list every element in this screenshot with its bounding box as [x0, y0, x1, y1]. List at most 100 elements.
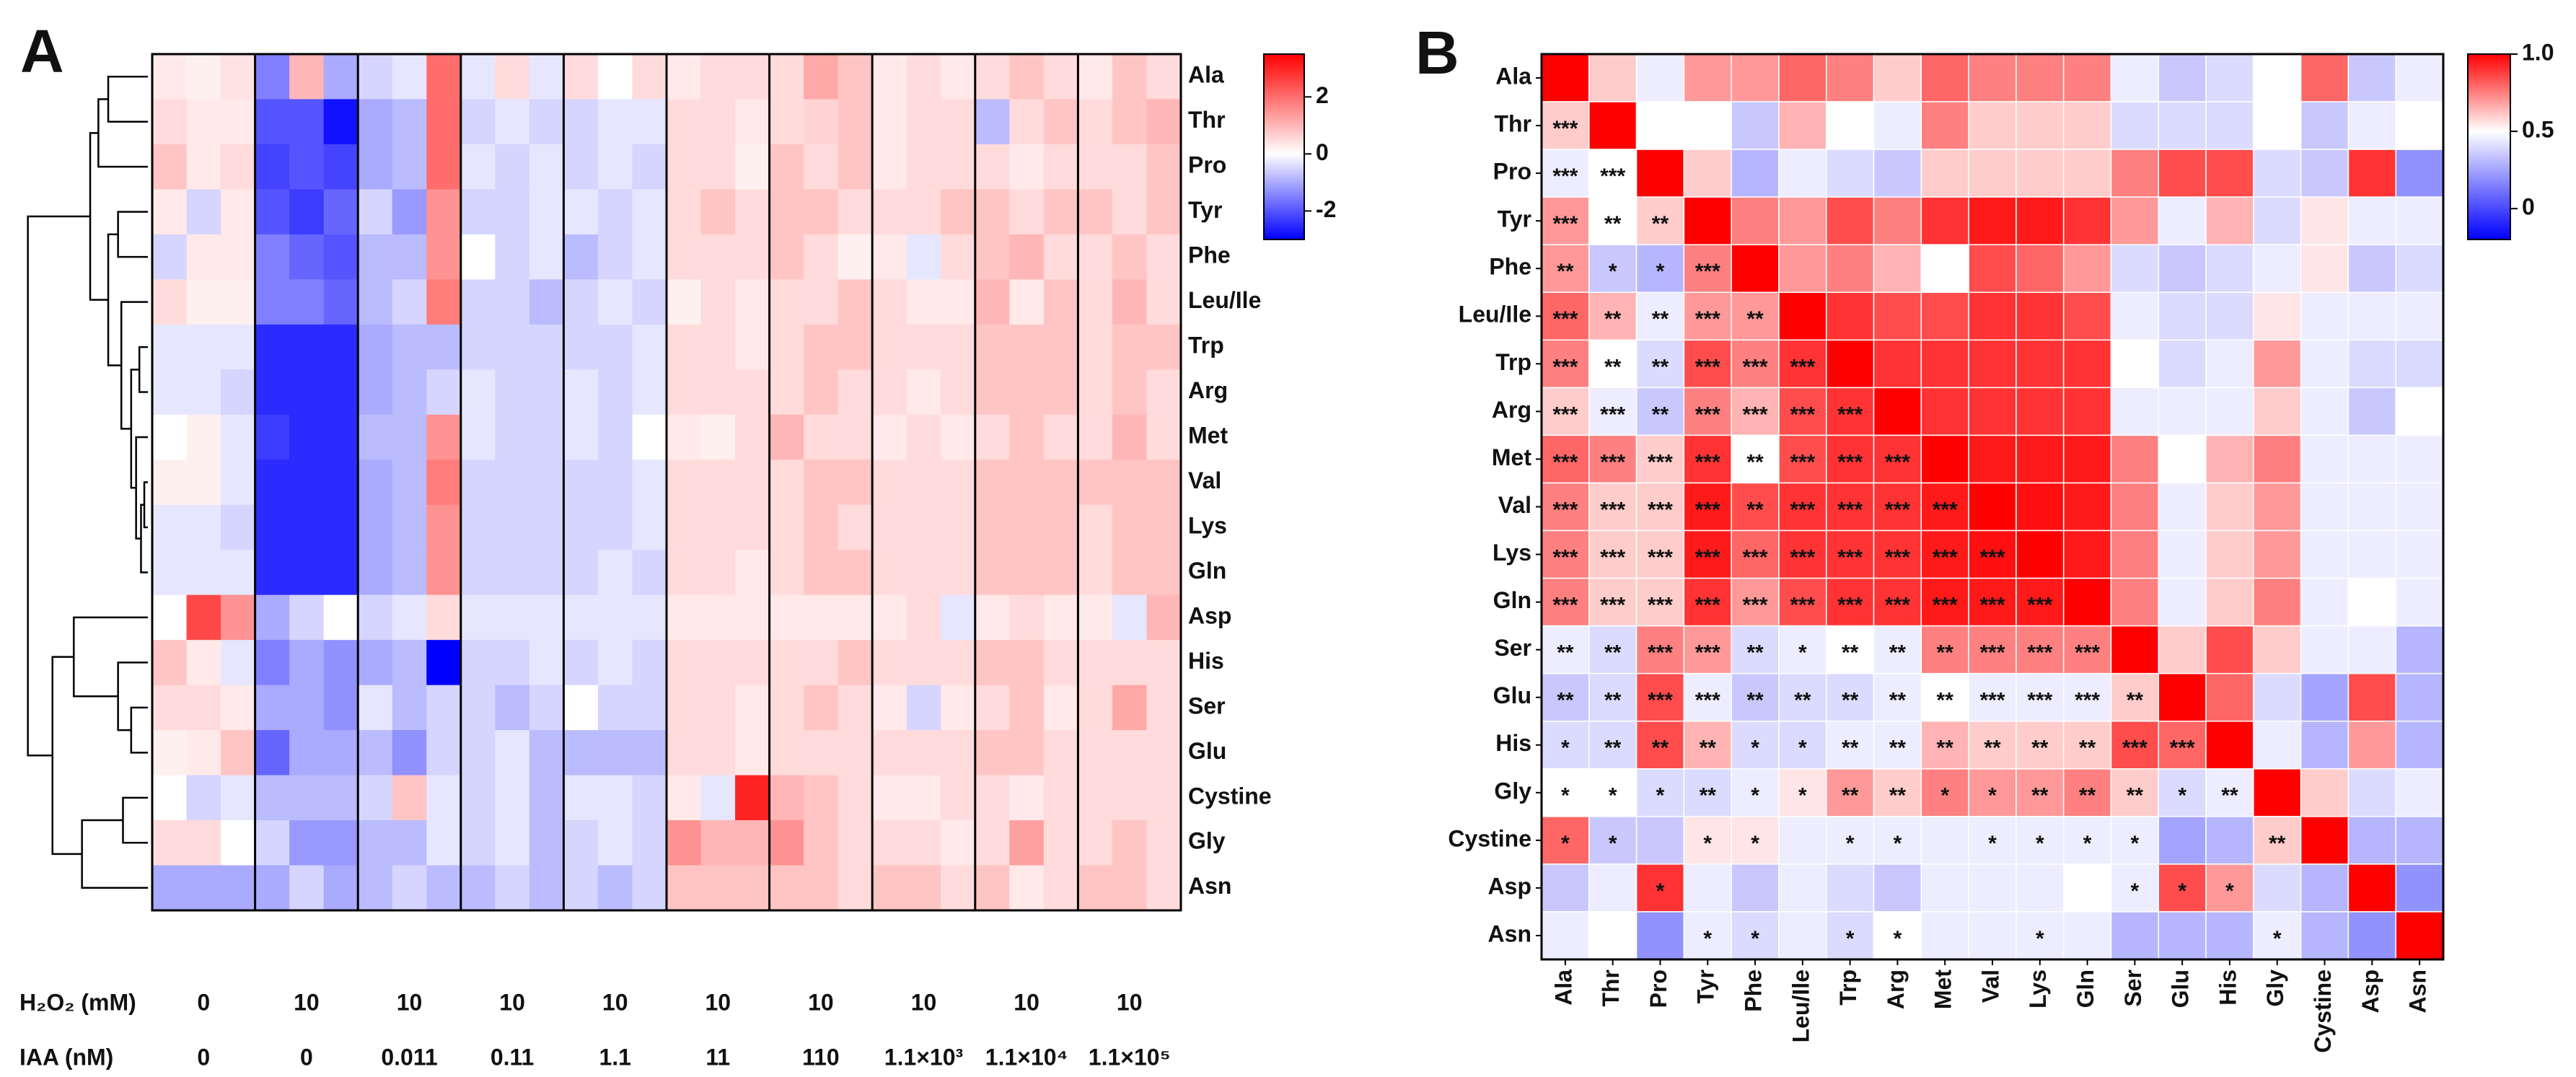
heatmap-cell: [323, 685, 359, 731]
heatmap-cell: [1968, 101, 2017, 150]
heatmap-cell: [392, 820, 427, 866]
heatmap-cell: [186, 730, 221, 776]
heatmap-cell: [975, 54, 1010, 100]
colorbar: [1263, 53, 1305, 240]
significance-stars: ***: [1933, 594, 1958, 617]
heatmap-cell: [1683, 577, 1732, 627]
significance-stars: ***: [1552, 307, 1578, 331]
significance-stars: **: [1652, 403, 1669, 426]
heatmap-cell: [632, 550, 667, 596]
heatmap-cell: [2395, 244, 2444, 294]
heatmap-cell: [975, 550, 1010, 596]
heatmap-cell: [323, 775, 359, 821]
heatmap-cell: [1635, 339, 1685, 389]
significance-stars: ***: [1885, 594, 1910, 617]
heatmap-cell: [975, 730, 1010, 776]
heatmap-cell: [495, 189, 530, 235]
heatmap-cell: [975, 865, 1010, 911]
heatmap-cell: [460, 775, 496, 821]
significance-stars: *: [1894, 927, 1902, 951]
heatmap-cell: [1968, 768, 2017, 817]
heatmap-cell: [804, 594, 839, 641]
significance-stars: ***: [1885, 498, 1910, 522]
heatmap-cell: [2110, 434, 2160, 484]
heatmap-cell: [2253, 672, 2302, 722]
heatmap-cell: [358, 99, 393, 145]
h2o2-label: 10: [808, 989, 834, 1015]
heatmap-cell: [460, 594, 496, 641]
heatmap-cell: [152, 144, 188, 190]
heatmap-cell: [975, 594, 1010, 641]
heatmap-cell: [1778, 816, 1827, 865]
heatmap-cell: [1009, 820, 1045, 866]
heatmap-cell: [2158, 196, 2207, 245]
heatmap-cell: [1043, 414, 1078, 460]
heatmap-cell: [495, 369, 530, 416]
heatmap-cell: [1683, 244, 1732, 294]
significance-stars: ***: [1600, 164, 1625, 188]
heatmap-cell: [1541, 529, 1590, 579]
row-label: Gln: [1188, 558, 1226, 584]
heatmap-cell: [2347, 339, 2396, 389]
heatmap-cell: [2347, 529, 2396, 579]
heatmap-cell: [632, 775, 667, 821]
row-label: Ala: [1188, 62, 1224, 88]
heatmap-cell: [152, 504, 188, 550]
heatmap-cell: [1635, 863, 1685, 913]
heatmap-cell: [1541, 625, 1590, 674]
heatmap-cell: [2158, 101, 2207, 150]
heatmap-cell: [872, 324, 907, 370]
row-label: Met: [1492, 444, 1531, 470]
heatmap-cell: [1825, 816, 1875, 865]
significance-stars: ***: [1695, 450, 1720, 474]
heatmap-cell: [1635, 720, 1685, 770]
heatmap-cell: [1043, 730, 1078, 776]
heatmap-cell: [597, 99, 633, 145]
heatmap-cell: [1968, 244, 2017, 294]
heatmap-cell: [1635, 196, 1685, 245]
heatmap-cell: [906, 550, 941, 596]
heatmap-cell: [392, 640, 427, 686]
heatmap-cell: [2347, 768, 2396, 817]
significance-stars: **: [1652, 212, 1669, 236]
heatmap-cell: [426, 369, 462, 416]
significance-stars: ***: [1933, 498, 1958, 522]
heatmap-cell: [2395, 672, 2444, 722]
heatmap-cell: [495, 640, 530, 686]
heatmap-cell: [529, 640, 564, 686]
heatmap-cell: [289, 234, 325, 280]
heatmap-cell: [1541, 720, 1590, 770]
heatmap-cell: [1968, 816, 2017, 865]
heatmap-cell: [872, 550, 907, 596]
h2o2-label: 10: [602, 989, 628, 1015]
heatmap-cell: [392, 865, 427, 911]
row-label: Met: [1188, 422, 1228, 448]
heatmap-cell: [2395, 101, 2444, 150]
heatmap-cell: [152, 324, 188, 370]
heatmap-cell: [495, 144, 530, 190]
heatmap-cell: [255, 730, 290, 776]
heatmap-cell: [2015, 577, 2065, 627]
heatmap-cell: [495, 594, 530, 641]
heatmap-cell: [2015, 434, 2065, 484]
heatmap-cell: [2015, 53, 2065, 102]
heatmap-cell: [392, 775, 427, 821]
heatmap-cell: [426, 54, 462, 100]
significance-stars: ***: [1743, 594, 1768, 617]
heatmap-cell: [2300, 482, 2349, 532]
heatmap-cell: [2205, 625, 2254, 674]
heatmap-cell: [426, 99, 462, 145]
heatmap-cell: [2110, 101, 2160, 150]
heatmap-cell: [2347, 720, 2396, 770]
heatmap-cell: [426, 820, 462, 866]
heatmap-cell: [700, 234, 736, 280]
heatmap-cell: [597, 594, 633, 641]
heatmap-cell: [2347, 577, 2396, 627]
heatmap-cell: [1731, 720, 1780, 770]
heatmap-cell: [1920, 101, 1969, 150]
significance-stars: ***: [1648, 498, 1673, 522]
heatmap-cell: [563, 685, 599, 731]
heatmap-cell: [1731, 816, 1780, 865]
heatmap-cell: [2158, 482, 2207, 532]
